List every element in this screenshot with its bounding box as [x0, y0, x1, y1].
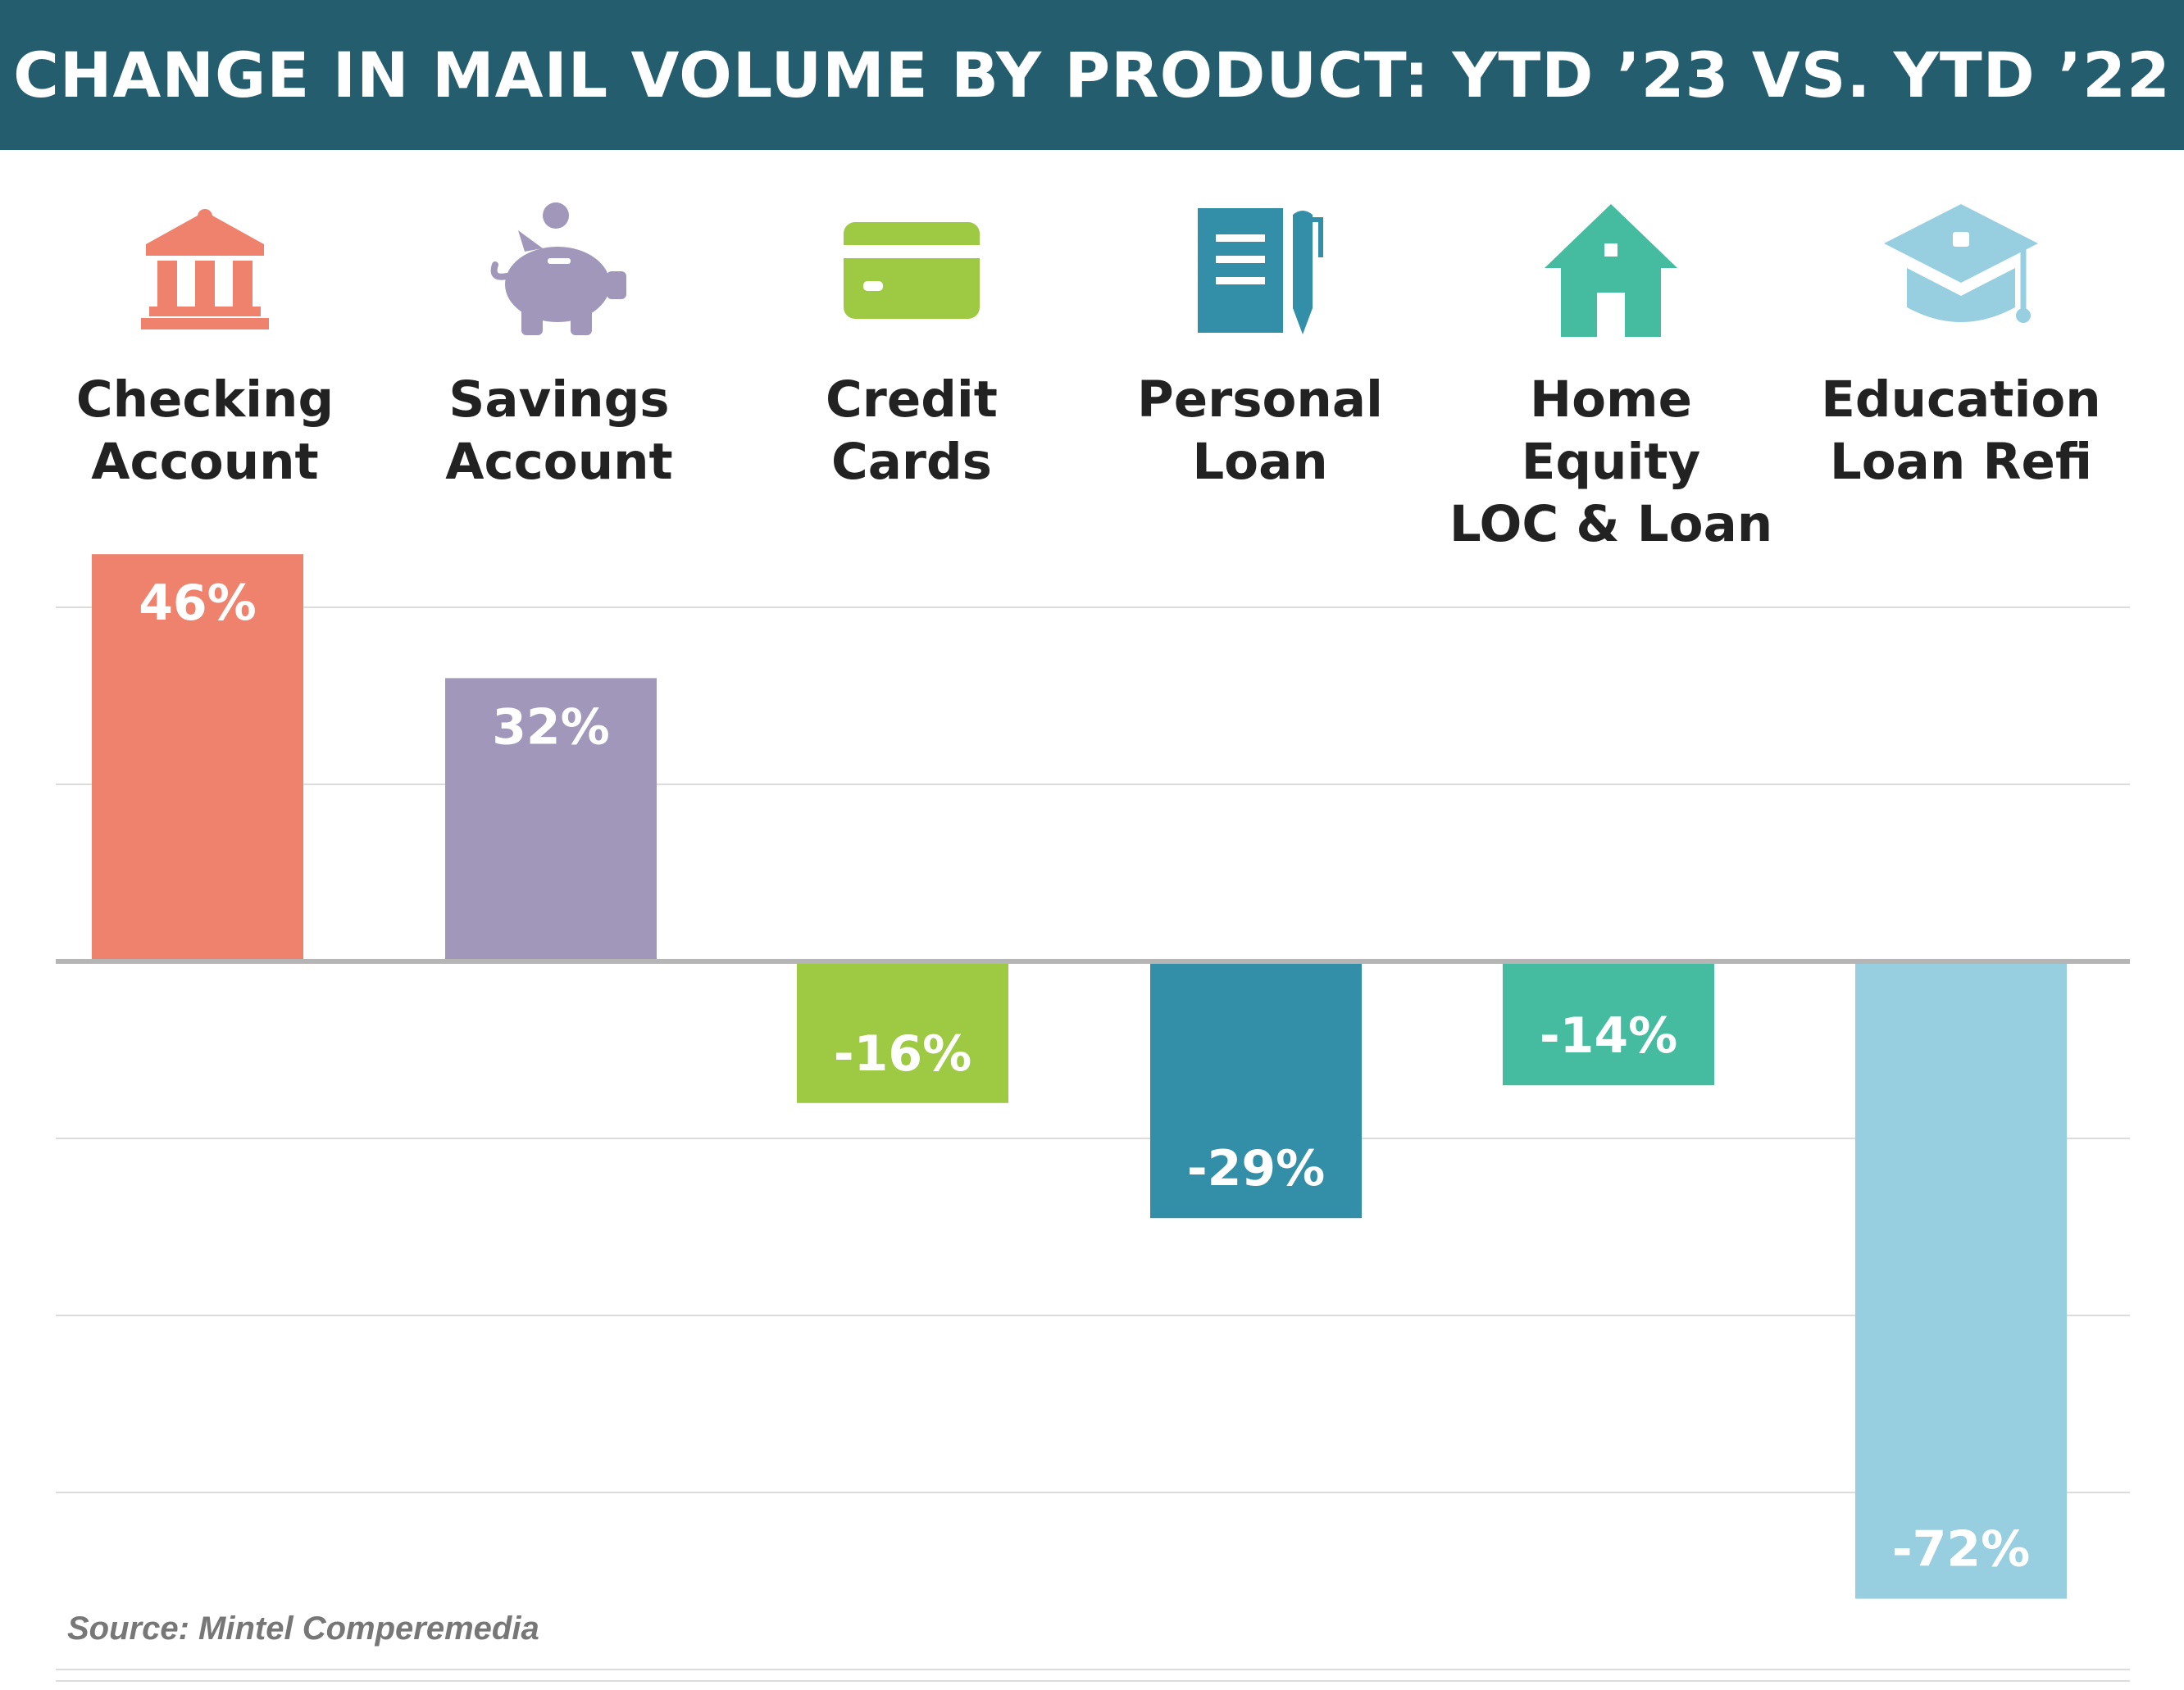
category-label: Checking Account: [75, 370, 334, 491]
chart-title: CHANGE IN MAIL VOLUME BY PRODUCT: YTD ’2…: [13, 39, 2171, 111]
graduation-cap-icon: [1884, 204, 2038, 323]
credit-card-icon: [844, 222, 980, 319]
bar: [1150, 961, 1362, 1219]
source-note: Source: Mintel Comperemedia: [67, 1610, 539, 1647]
data-label: -16%: [834, 1025, 972, 1083]
category-checking-account: Checking Account: [29, 197, 381, 493]
data-label: -72%: [1892, 1521, 2031, 1579]
data-label: -14%: [1540, 1007, 1678, 1065]
category-label: Credit Cards: [826, 370, 998, 491]
bar: [92, 554, 303, 961]
category-label: Education Loan Refi: [1821, 370, 2101, 491]
bar: [445, 678, 657, 961]
category-label: Personal Loan: [1137, 370, 1383, 491]
data-label: 46%: [139, 575, 257, 632]
piggy-bank-icon: [490, 202, 626, 335]
bar: [1855, 961, 2067, 1599]
title-bar: CHANGE IN MAIL VOLUME BY PRODUCT: YTD ’2…: [0, 0, 2184, 150]
category-label: Home Equity LOC & Loan: [1449, 370, 1773, 553]
bar: [1503, 961, 1714, 1086]
footer-divider: [56, 1680, 2130, 1682]
bar: [797, 961, 1008, 1103]
data-label: 32%: [492, 698, 610, 756]
category-savings-account: Savings Account: [383, 197, 735, 493]
category-personal-loan: Personal Loan: [1084, 197, 1436, 493]
category-education-loan-refi: Education Loan Refi: [1785, 197, 2137, 493]
house-icon: [1545, 204, 1677, 337]
category-credit-cards: Credit Cards: [735, 197, 1088, 493]
bank-icon: [141, 209, 269, 329]
category-home-equity: Home Equity LOC & Loan: [1435, 197, 1787, 556]
category-label: Savings Account: [445, 370, 673, 491]
data-label: -29%: [1187, 1140, 1326, 1197]
notebook-pen-icon: [1198, 208, 1323, 334]
